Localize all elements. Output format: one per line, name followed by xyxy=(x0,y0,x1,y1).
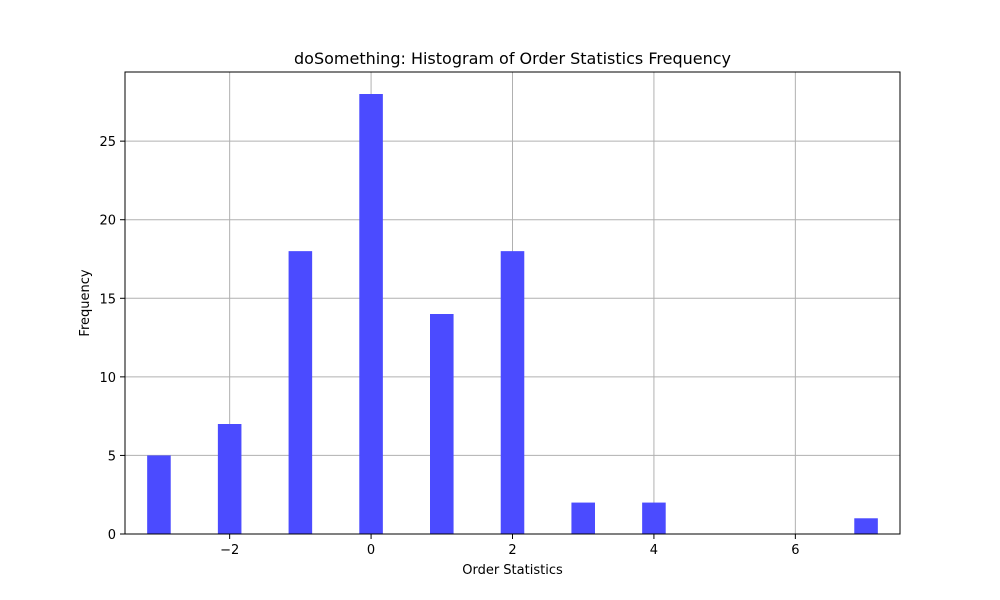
x-tick-label: 0 xyxy=(367,543,375,558)
x-axis-label: Order Statistics xyxy=(462,563,563,578)
x-tick-label: 6 xyxy=(791,543,799,558)
y-tick-label: 15 xyxy=(99,292,116,307)
chart-title: doSomething: Histogram of Order Statisti… xyxy=(294,49,731,68)
y-tick-label: 5 xyxy=(108,449,116,464)
x-tick-label: 2 xyxy=(508,543,516,558)
histogram-bar xyxy=(854,518,878,534)
histogram-bar xyxy=(288,251,313,534)
axis-ticks: −2 0 2 4 6 0 5 10 15 20 25 xyxy=(99,135,799,558)
y-tick-label: 20 xyxy=(99,214,116,229)
x-tick-label: −2 xyxy=(220,543,239,558)
bars xyxy=(147,94,878,534)
histogram-bar xyxy=(147,455,171,534)
y-tick-label: 10 xyxy=(99,371,116,386)
histogram-bar xyxy=(217,424,242,534)
y-axis-label: Frequency xyxy=(78,269,93,336)
histogram-bar xyxy=(642,502,666,534)
histogram-bar xyxy=(500,251,525,534)
y-tick-label: 25 xyxy=(99,135,116,150)
histogram-bar xyxy=(571,502,595,534)
y-tick-label: 0 xyxy=(108,528,116,543)
histogram-bar xyxy=(359,94,383,534)
x-tick-label: 4 xyxy=(650,543,658,558)
histogram-bar xyxy=(430,314,454,534)
